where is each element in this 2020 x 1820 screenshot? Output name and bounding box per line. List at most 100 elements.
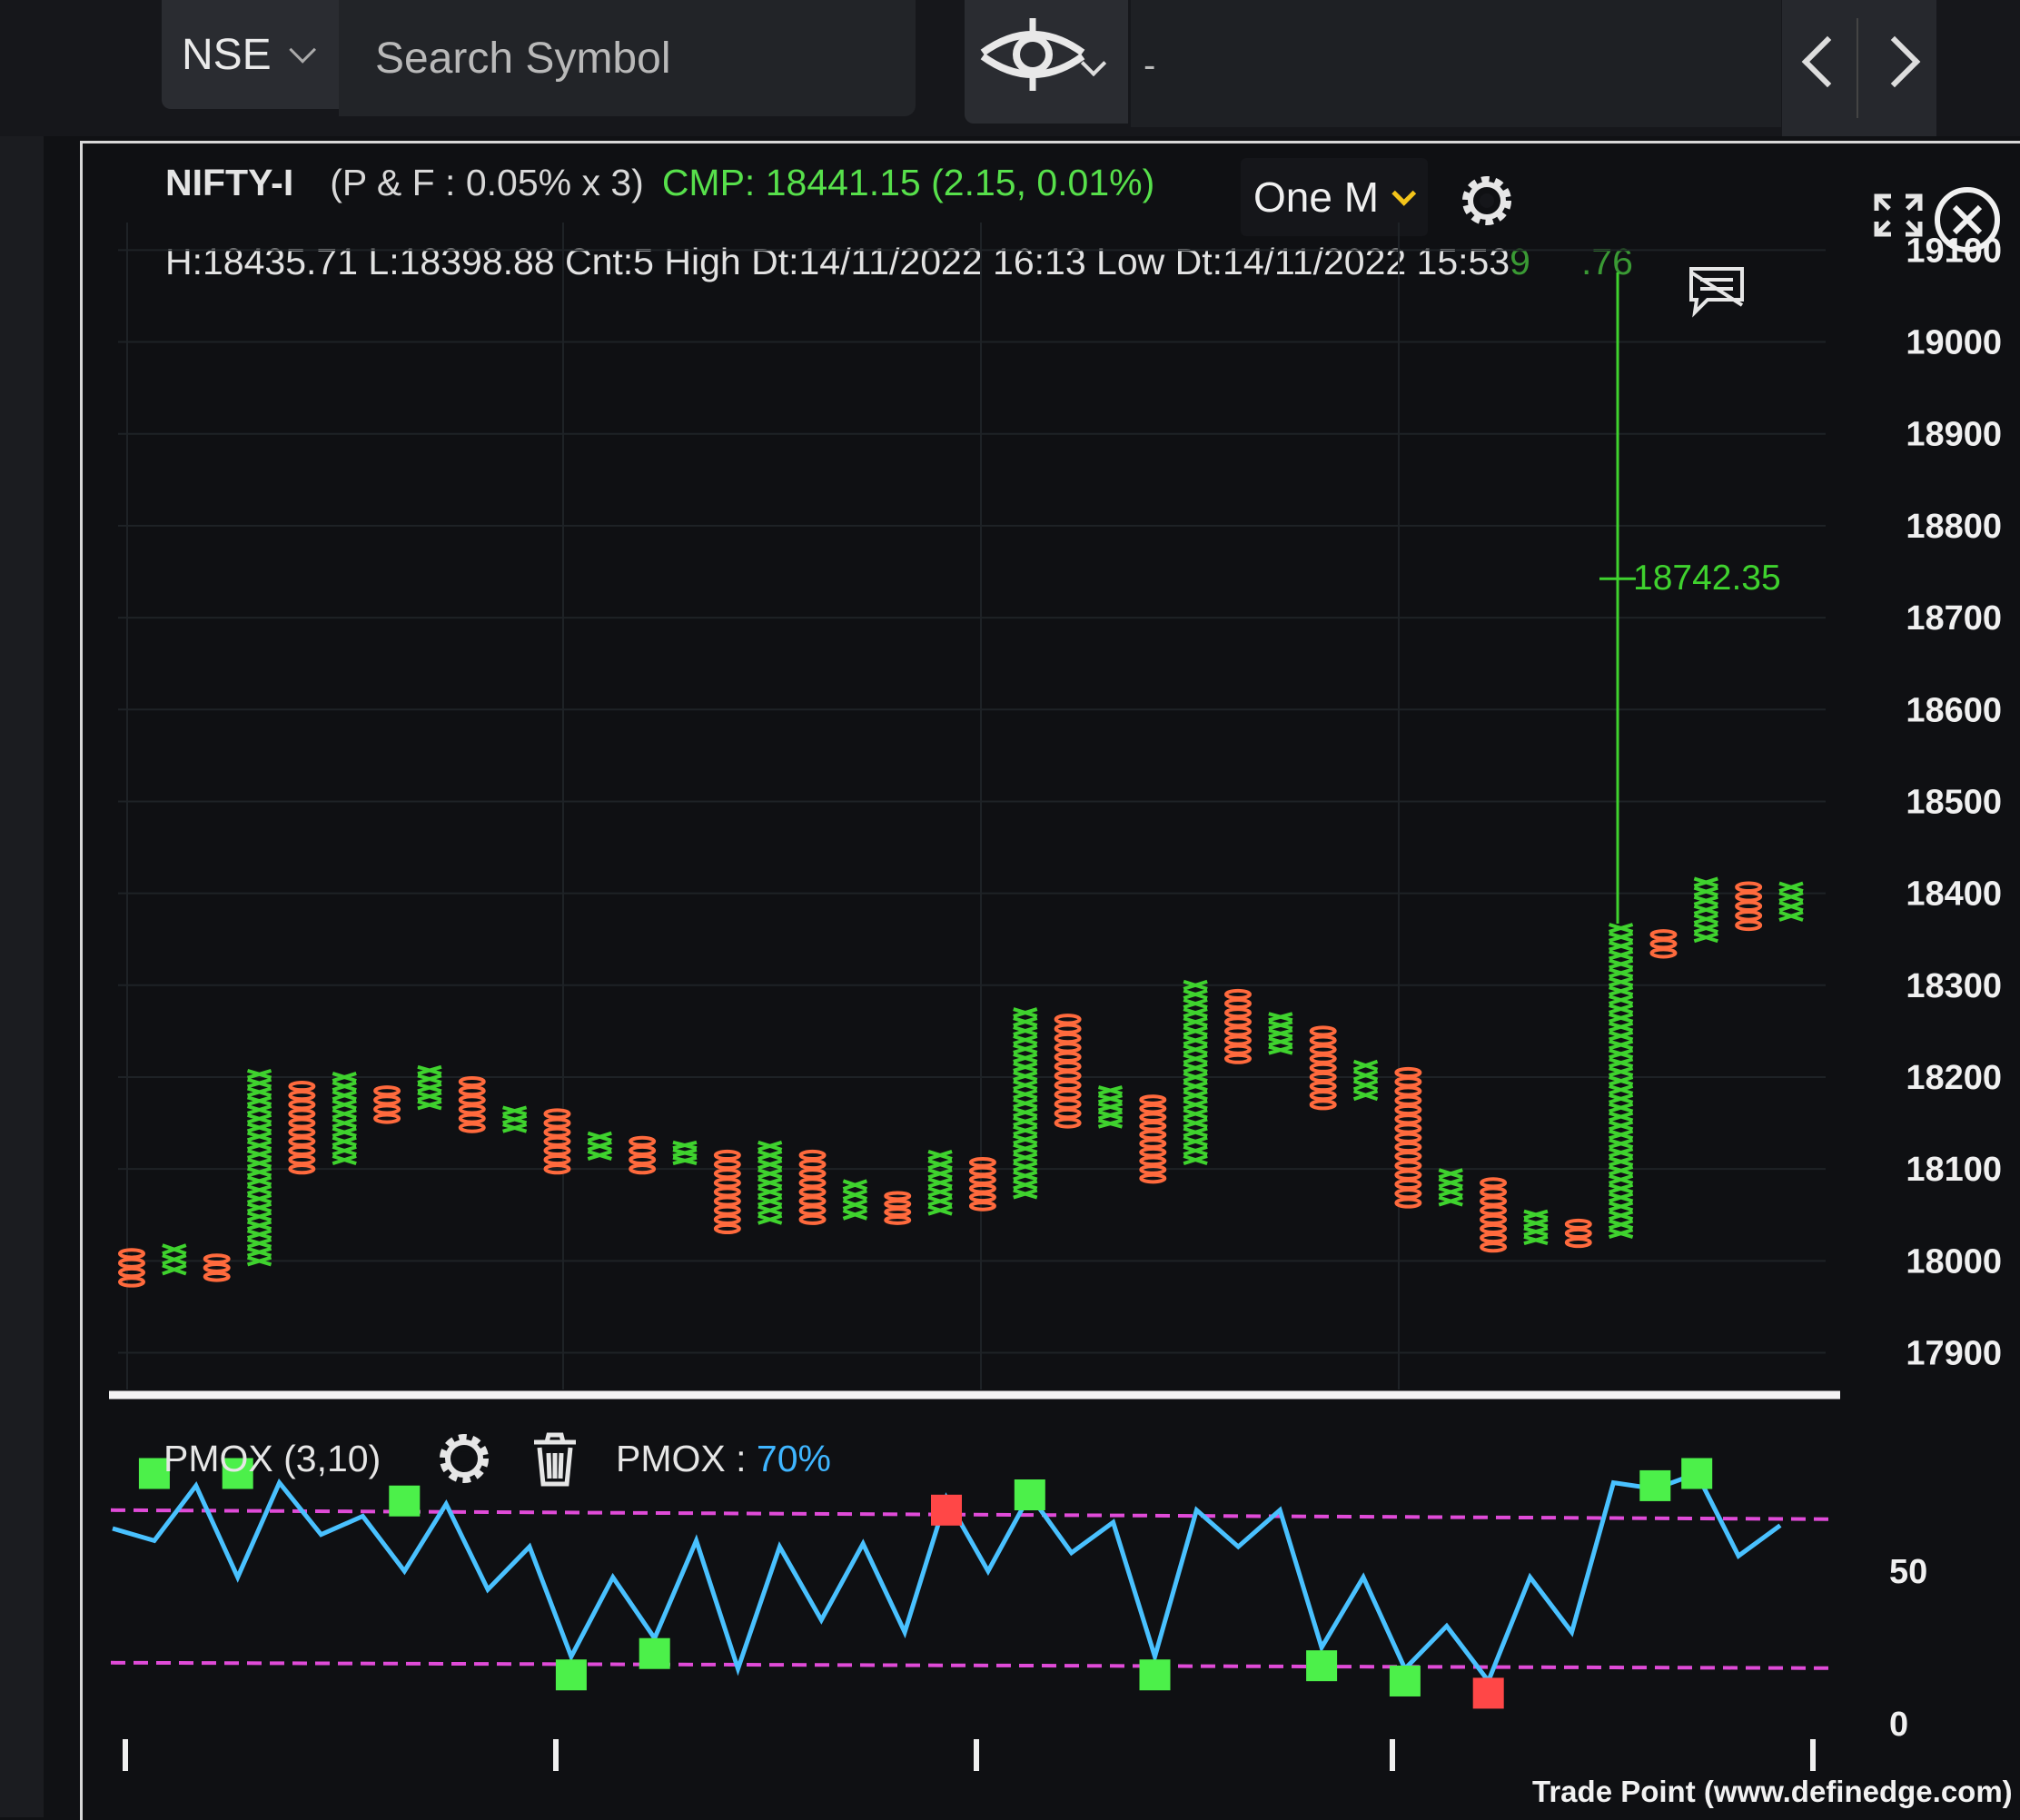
search-input[interactable]: Search Symbol: [339, 0, 916, 116]
y-tick-label: 19100: [1906, 232, 2002, 270]
y-tick-label: 18100: [1906, 1151, 2002, 1189]
timeframe-select[interactable]: One M: [1241, 158, 1428, 236]
x-mark: [1013, 1133, 1038, 1145]
o-mark: [798, 1186, 827, 1198]
x-mark: [1097, 1085, 1123, 1096]
x-mark: [417, 1082, 442, 1093]
x-mark: [1013, 1053, 1038, 1063]
o-mark: [629, 1144, 657, 1156]
o-mark: [1735, 891, 1763, 903]
pf-column-o-26: [1224, 988, 1252, 1064]
x-mark: [1609, 949, 1634, 961]
o-mark: [1224, 1007, 1252, 1019]
x-mark: [246, 1202, 272, 1213]
x-mark: [1693, 876, 1718, 888]
x-mark: [1268, 1020, 1293, 1031]
pf-column-x-5: [332, 1072, 357, 1166]
x-mark: [1609, 1228, 1634, 1239]
x-mark: [587, 1150, 612, 1161]
o-mark: [884, 1207, 912, 1218]
x-mark: [246, 1104, 272, 1115]
o-mark: [968, 1165, 996, 1177]
lower-band-line: [110, 1660, 1836, 1670]
pf-column-x-37: [1693, 876, 1718, 944]
x-mark: [1097, 1110, 1123, 1121]
o-mark: [1309, 1053, 1337, 1064]
x-mark: [758, 1204, 783, 1216]
upper-band-line: [110, 1508, 1836, 1521]
x-mark: [1438, 1168, 1463, 1180]
x-mark: [332, 1144, 357, 1156]
x-mark: [1183, 988, 1208, 1000]
o-mark: [1054, 1070, 1082, 1082]
o-mark: [968, 1192, 996, 1203]
x-mark: [1523, 1209, 1549, 1220]
o-mark: [1054, 1098, 1082, 1110]
x-mark: [1268, 1036, 1293, 1047]
o-mark: [1394, 1103, 1422, 1116]
signal-marker-buy: [555, 1659, 587, 1691]
x-mark: [502, 1113, 528, 1125]
x-mark: [246, 1184, 272, 1195]
o-mark: [288, 1081, 316, 1093]
exchange-select[interactable]: NSE: [162, 0, 359, 109]
y-tick-label: 18900: [1906, 416, 2002, 454]
o-mark: [1054, 1014, 1082, 1025]
y-tick-label: 18300: [1906, 967, 2002, 1005]
o-mark: [1309, 1044, 1337, 1055]
pf-column-o-16: [798, 1149, 827, 1225]
symbol-name: NIFTY-I: [165, 162, 294, 203]
x-mark: [1609, 985, 1634, 997]
o-mark: [713, 1149, 741, 1162]
chart-tools-button[interactable]: [965, 0, 1128, 124]
x-mark: [332, 1072, 357, 1083]
x-mark: [1352, 1059, 1379, 1072]
y-tick-label: 18000: [1906, 1242, 2002, 1281]
x-mark: [758, 1186, 783, 1198]
o-mark: [1309, 1081, 1337, 1093]
o-mark: [1224, 1034, 1252, 1046]
x-mark: [1609, 1192, 1634, 1203]
o-mark: [543, 1163, 571, 1175]
x-mark: [1352, 1079, 1379, 1092]
x-mark: [246, 1140, 272, 1151]
signal-marker-buy: [138, 1458, 170, 1489]
x-mark: [1183, 1062, 1208, 1073]
o-mark: [713, 1195, 741, 1207]
x-mark: [1609, 976, 1634, 988]
x-mark: [1013, 1062, 1038, 1073]
o-mark: [1480, 1204, 1508, 1216]
pf-column-o-36: [1649, 929, 1678, 959]
pf-column-x-29: [1352, 1059, 1379, 1102]
x-mark: [1693, 904, 1718, 915]
o-mark: [1139, 1146, 1167, 1158]
x-mark: [842, 1179, 868, 1192]
x-mark: [1523, 1226, 1549, 1237]
o-mark: [118, 1266, 145, 1279]
o-mark: [1394, 1197, 1422, 1209]
x-mark: [1438, 1195, 1463, 1207]
o-mark: [543, 1108, 571, 1120]
x-mark: [246, 1149, 272, 1160]
x-mark: [927, 1150, 953, 1161]
o-mark: [884, 1191, 912, 1202]
x-mark: [1013, 1170, 1038, 1182]
info-text: -: [1144, 45, 1156, 85]
x-mark: [1183, 1126, 1208, 1138]
o-mark: [1309, 1090, 1337, 1102]
x-mark: [417, 1091, 442, 1102]
x-mark: [332, 1099, 357, 1111]
o-mark: [1735, 910, 1763, 922]
x-mark: [1013, 1152, 1038, 1163]
x-mark: [1183, 1154, 1208, 1166]
x-mark: [332, 1117, 357, 1129]
x-mark: [1693, 913, 1718, 925]
o-mark: [1735, 881, 1763, 894]
x-mark: [1183, 1016, 1208, 1028]
x-mark: [1778, 891, 1804, 903]
x-mark: [246, 1077, 272, 1089]
o-mark: [1394, 1132, 1422, 1143]
pf-column-o-34: [1564, 1218, 1592, 1249]
x-mark: [1778, 910, 1804, 922]
x-mark: [672, 1140, 698, 1151]
